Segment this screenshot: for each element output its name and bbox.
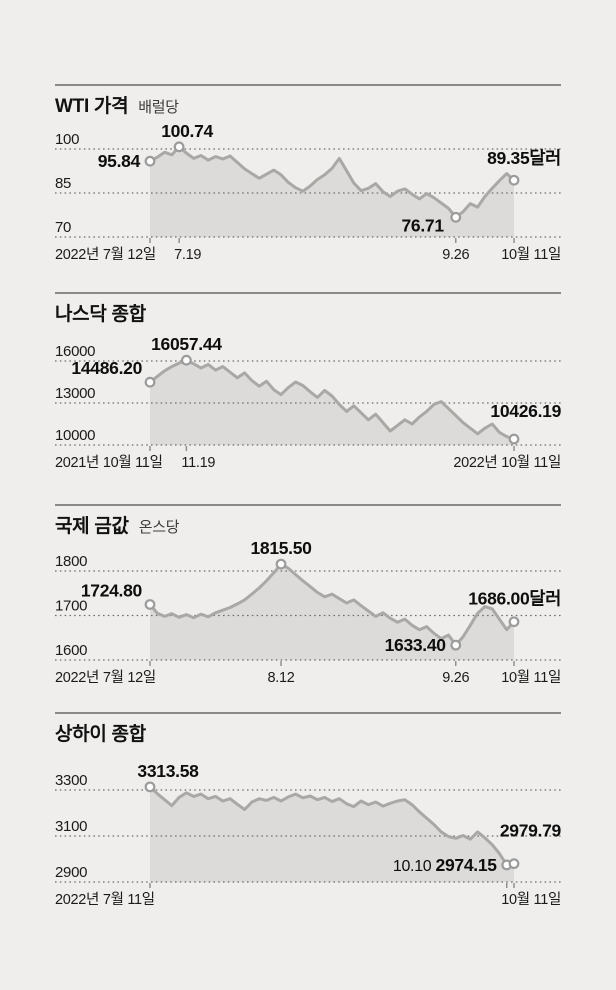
data-marker (144, 781, 156, 793)
data-marker (173, 141, 185, 153)
data-marker (508, 616, 520, 628)
x-tick-label: 2022년 7월 11일 (55, 891, 155, 908)
data-marker (275, 558, 287, 570)
x-tick-label: 9.26 (442, 670, 469, 686)
value-annotation: 1815.50 (250, 538, 312, 558)
value-annotation: 76.71 (401, 215, 444, 235)
value-annotation: 16057.44 (151, 334, 222, 354)
value-annotation: 1633.40 (385, 635, 447, 655)
chart-title: 국제 금값 온스당 (55, 515, 180, 537)
y-tick-label: 2900 (55, 864, 87, 881)
chart-nasdaq: 나스닥 종합 16000 13000 10000 2021년 10월 11일 11.19 2… (55, 292, 562, 471)
chart-subtitle: 배럴당 (138, 99, 179, 116)
value-annotation: 10.10 2974.15 (393, 855, 497, 875)
x-tick-label: 2021년 10월 11일 (55, 454, 163, 471)
chart-subtitle: 온스당 (139, 519, 180, 536)
y-tick-label: 3300 (55, 772, 87, 789)
data-marker (450, 639, 462, 651)
y-tick-label: 10000 (55, 427, 95, 444)
annotation-value: 1686.00달러 (468, 589, 561, 609)
y-tick-label: 85 (55, 175, 71, 192)
series-line (148, 785, 516, 867)
y-tick-label: 3100 (55, 818, 87, 835)
series-area (150, 360, 514, 445)
annotation-date-prefix: 10.10 (393, 858, 436, 875)
data-marker (144, 155, 156, 167)
data-marker (144, 599, 156, 610)
y-tick-label: 1600 (55, 642, 87, 659)
annotation-value: 100.74 (161, 121, 213, 141)
annotation-value: 1815.50 (250, 538, 312, 558)
x-tick-label: 10월 11일 (501, 669, 561, 686)
annotation-value: 1633.40 (385, 635, 447, 655)
annotation-value: 3313.58 (137, 761, 199, 781)
x-tick-label: 2022년 10월 11일 (453, 454, 561, 471)
chart-wti: WTI 가격 배럴당 100 85 70 2022년 7월 12일 7.19 9.26 10월 … (55, 84, 561, 263)
y-tick-label: 1800 (55, 553, 87, 570)
value-annotation: 95.84 (98, 151, 141, 171)
value-annotation: 1724.80 (81, 580, 143, 600)
x-tick-label: 9.26 (442, 247, 469, 263)
x-tick-label: 10월 11일 (501, 891, 561, 908)
data-marker (508, 858, 520, 870)
data-marker (180, 354, 192, 366)
data-marker (144, 376, 156, 388)
x-tick-label: 8.12 (268, 670, 295, 686)
y-tick-label: 13000 (55, 385, 95, 402)
annotation-value: 2979.79 (500, 821, 562, 841)
y-tick-label: 100 (55, 131, 79, 148)
annotation-value: 1724.80 (81, 580, 143, 600)
x-tick-label: 10월 11일 (501, 246, 561, 263)
value-annotation: 89.35달러 (487, 148, 561, 168)
chart-shanghai: 상하이 종합 3300 3100 2900 2022년 7월 11일 10월 11일 331… (55, 712, 562, 908)
x-tick-label: 11.19 (181, 455, 215, 471)
series-line (148, 358, 516, 441)
annotation-value: 76.71 (401, 215, 444, 235)
annotation-value: 2974.15 (436, 855, 498, 875)
x-tick-label: 7.19 (174, 247, 201, 263)
annotation-value: 10426.19 (490, 401, 561, 421)
value-annotation: 10426.19 (490, 401, 561, 421)
y-tick-label: 1700 (55, 598, 87, 615)
data-marker (508, 433, 520, 445)
value-annotation: 14486.20 (71, 358, 142, 378)
value-annotation: 2979.79 (500, 821, 562, 841)
annotation-value: 95.84 (98, 151, 141, 171)
series-area (150, 146, 514, 237)
data-marker (450, 211, 462, 223)
series-area (150, 786, 514, 882)
chart-title: 상하이 종합 (55, 723, 147, 745)
annotation-value: 89.35달러 (487, 148, 561, 168)
chart-title: 나스닥 종합 (55, 303, 147, 325)
series-area (150, 564, 514, 660)
chart-title: WTI 가격 배럴당 (55, 95, 179, 117)
value-annotation: 100.74 (161, 121, 213, 141)
y-tick-label: 16000 (55, 343, 95, 360)
value-annotation: 3313.58 (137, 761, 199, 781)
annotation-value: 14486.20 (71, 358, 142, 378)
value-annotation: 1686.00달러 (468, 589, 561, 609)
annotation-value: 16057.44 (151, 334, 222, 354)
x-tick-label: 2022년 7월 12일 (55, 246, 156, 263)
y-tick-label: 70 (55, 219, 71, 236)
chart-gold: 국제 금값 온스당 1800 1700 1600 2022년 7월 12일 8.12 9.26… (55, 504, 561, 686)
x-tick-label: 2022년 7월 12일 (55, 669, 156, 686)
data-marker (508, 174, 520, 186)
